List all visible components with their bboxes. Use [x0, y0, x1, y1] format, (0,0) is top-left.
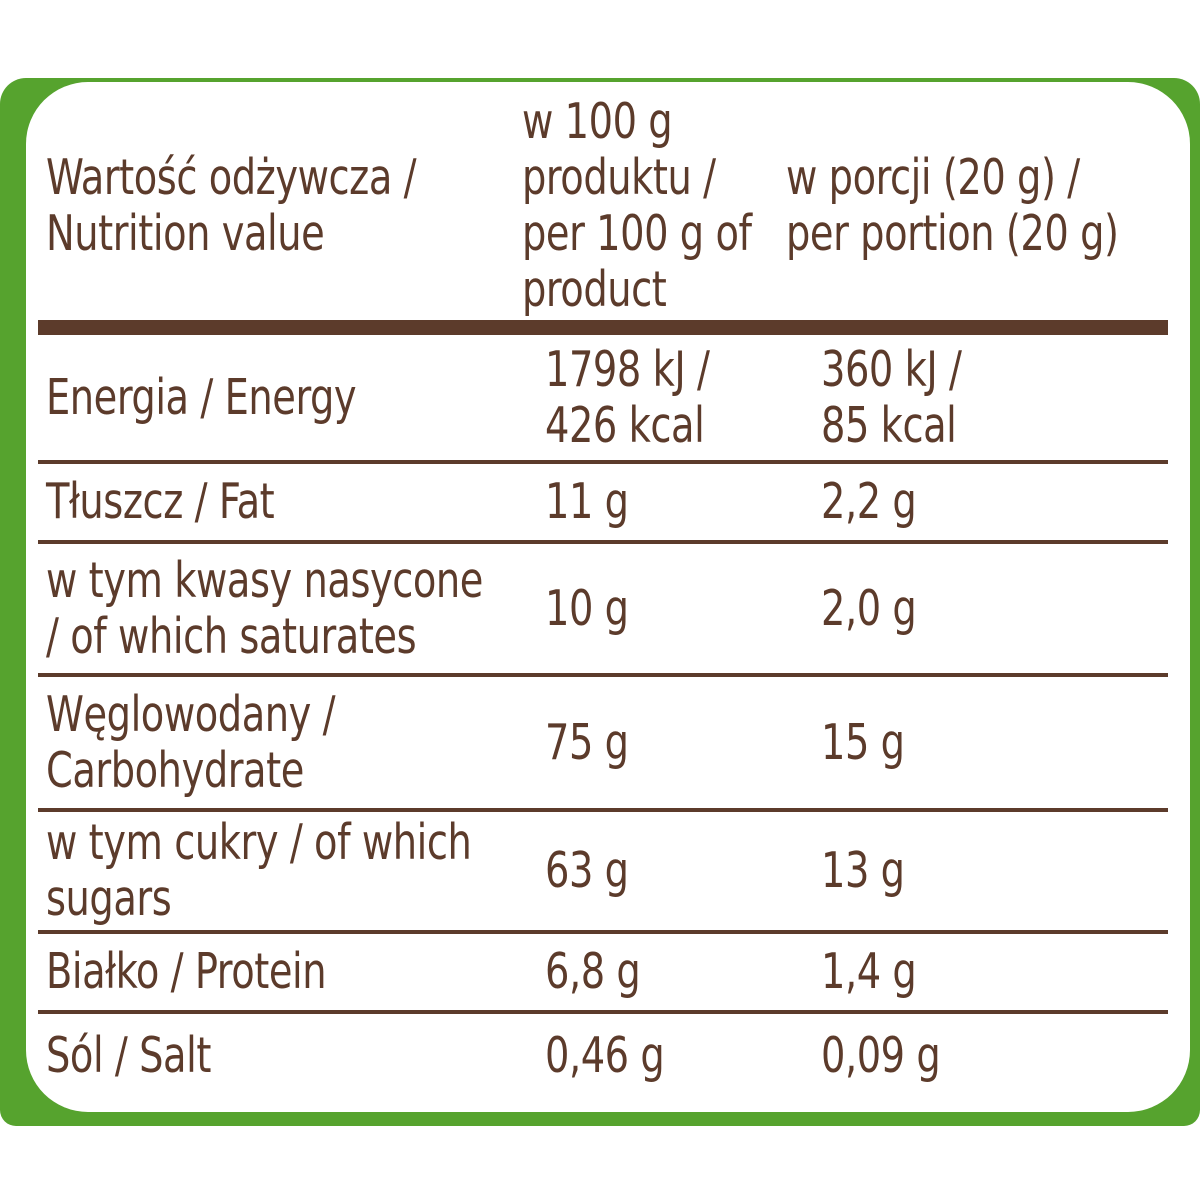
table-row-energy: Energia / Energy 1798 kJ / 426 kcal 360 …: [38, 335, 1168, 460]
energy-per-portion-cell: 360 kJ / 85 kcal: [821, 335, 1168, 460]
sugars-per-portion-cell: 13 g: [821, 812, 1168, 930]
table-row-sugars: w tym cukry / of which sugars 63 g 13 g: [38, 808, 1168, 930]
label-card: Wartość odżywcza / Nutrition value w 100…: [26, 82, 1190, 1112]
header-nutrition-value-text: Wartość odżywcza / Nutrition value: [46, 149, 417, 262]
carbohydrate-label: Węglowodany / Carbohydrate: [46, 685, 336, 799]
saturates-per-portion-value: 2,0 g: [821, 579, 917, 637]
salt-per-portion-cell: 0,09 g: [821, 1014, 1168, 1097]
protein-per-portion-cell: 1,4 g: [821, 934, 1168, 1010]
header-per-100g: w 100 g produktu / per 100 g of product: [520, 92, 786, 320]
salt-per-100g-cell: 0,46 g: [543, 1014, 821, 1097]
energy-label-cell: Energia / Energy: [38, 335, 543, 460]
fat-per-100g-cell: 11 g: [543, 464, 821, 540]
sugars-label-cell: w tym cukry / of which sugars: [38, 812, 543, 930]
sugars-per-100g-value: 63 g: [545, 842, 629, 899]
protein-per-portion-value: 1,4 g: [821, 943, 917, 1000]
energy-per-portion-value: 360 kJ / 85 kcal: [821, 340, 962, 454]
saturates-label-cell: w tym kwasy nasycone / of which saturate…: [38, 544, 543, 673]
fat-label-cell: Tłuszcz / Fat: [38, 464, 543, 540]
saturates-label: w tym kwasy nasycone / of which saturate…: [46, 551, 483, 665]
fat-per-100g-value: 11 g: [545, 473, 629, 530]
table-row-fat: Tłuszcz / Fat 11 g 2,2 g: [38, 460, 1168, 540]
carbohydrate-per-portion-value: 15 g: [821, 713, 905, 771]
protein-per-100g-value: 6,8 g: [545, 943, 641, 1000]
energy-label: Energia / Energy: [46, 368, 357, 426]
sugars-per-100g-cell: 63 g: [543, 812, 821, 930]
salt-label: Sól / Salt: [46, 1026, 211, 1084]
fat-label: Tłuszcz / Fat: [46, 473, 275, 530]
carbohydrate-per-portion-cell: 15 g: [821, 677, 1168, 808]
header-nutrition-value: Wartość odżywcza / Nutrition value: [38, 92, 520, 320]
energy-per-100g-cell: 1798 kJ / 426 kcal: [543, 335, 821, 460]
energy-per-100g-value: 1798 kJ / 426 kcal: [545, 340, 710, 454]
sugars-label: w tym cukry / of which sugars: [46, 814, 472, 927]
saturates-per-100g-value: 10 g: [545, 579, 629, 637]
nutrition-table: Wartość odżywcza / Nutrition value w 100…: [38, 92, 1168, 1097]
table-row-saturates: w tym kwasy nasycone / of which saturate…: [38, 540, 1168, 673]
protein-per-100g-cell: 6,8 g: [543, 934, 821, 1010]
fat-per-portion-value: 2,2 g: [821, 473, 917, 530]
saturates-per-100g-cell: 10 g: [543, 544, 821, 673]
protein-label: Białko / Protein: [46, 943, 327, 1000]
label-green-frame: Wartość odżywcza / Nutrition value w 100…: [0, 78, 1200, 1126]
fat-per-portion-cell: 2,2 g: [821, 464, 1168, 540]
salt-per-100g-value: 0,46 g: [545, 1026, 665, 1084]
header-per-100g-text: w 100 g produktu / per 100 g of product: [521, 93, 752, 318]
table-row-carbohydrate: Węglowodany / Carbohydrate 75 g 15 g: [38, 673, 1168, 808]
header-per-portion: w porcji (20 g) / per portion (20 g): [786, 92, 1168, 320]
carbohydrate-label-cell: Węglowodany / Carbohydrate: [38, 677, 543, 808]
carbohydrate-per-100g-cell: 75 g: [543, 677, 821, 808]
saturates-per-portion-cell: 2,0 g: [821, 544, 1168, 673]
carbohydrate-per-100g-value: 75 g: [545, 713, 629, 771]
sugars-per-portion-value: 13 g: [821, 842, 905, 899]
header-per-portion-text: w porcji (20 g) / per portion (20 g): [785, 149, 1119, 262]
salt-per-portion-value: 0,09 g: [821, 1026, 941, 1084]
protein-label-cell: Białko / Protein: [38, 934, 543, 1010]
salt-label-cell: Sól / Salt: [38, 1014, 543, 1097]
table-header-row: Wartość odżywcza / Nutrition value w 100…: [38, 92, 1168, 335]
table-row-salt: Sól / Salt 0,46 g 0,09 g: [38, 1010, 1168, 1097]
table-row-protein: Białko / Protein 6,8 g 1,4 g: [38, 930, 1168, 1010]
